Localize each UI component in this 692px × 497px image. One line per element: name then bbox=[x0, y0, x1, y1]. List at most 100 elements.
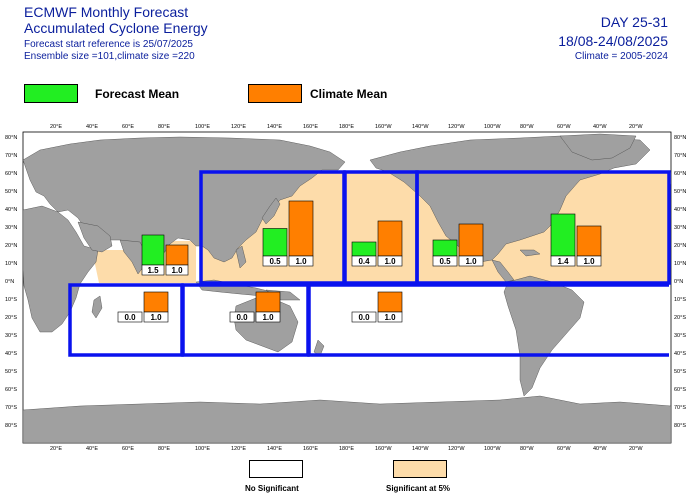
lat-label-left: 60°S bbox=[5, 387, 17, 393]
lat-label-right: 30°N bbox=[674, 225, 687, 231]
lon-label-bottom: 140°E bbox=[267, 446, 283, 452]
lon-label-bottom: 100°E bbox=[195, 446, 211, 452]
no-significant-label: No Significant bbox=[245, 484, 299, 493]
lat-label-left: 50°N bbox=[5, 189, 18, 195]
lat-label-right: 70°S bbox=[674, 405, 686, 411]
climate-value-label: 1.0 bbox=[150, 313, 162, 322]
south-america-land bbox=[503, 275, 585, 397]
lon-label-bottom: 180°E bbox=[339, 446, 355, 452]
forecast-legend-swatch bbox=[24, 84, 78, 103]
forecast-value-label: 0.0 bbox=[236, 313, 248, 322]
forecast-value-box bbox=[351, 311, 377, 323]
forecast-value-label: 0.5 bbox=[439, 257, 451, 266]
lat-label-right: 60°S bbox=[674, 387, 686, 393]
lon-label-bottom: 60°W bbox=[557, 446, 571, 452]
greenland-land bbox=[559, 133, 637, 161]
lat-label-right: 10°N bbox=[674, 261, 687, 267]
forecast-bar bbox=[550, 213, 576, 257]
lon-label-top: 40°E bbox=[86, 124, 98, 130]
lat-label-left: 40°N bbox=[5, 207, 18, 213]
forecast-value-label: 1.4 bbox=[557, 257, 569, 266]
lat-label-left: 70°S bbox=[5, 405, 17, 411]
title-line-1: ECMWF Monthly Forecast bbox=[24, 4, 189, 20]
climate-legend-label: Climate Mean bbox=[310, 87, 388, 101]
land-masses bbox=[22, 133, 672, 444]
basin-borders bbox=[68, 170, 671, 357]
forecast-value-box bbox=[117, 311, 143, 323]
lat-label-right: 80°S bbox=[674, 423, 686, 429]
forecast-value-label: 0.5 bbox=[269, 257, 281, 266]
climate-value-label: 1.0 bbox=[583, 257, 595, 266]
lat-label-left: 80°N bbox=[5, 135, 18, 141]
lat-label-right: 30°S bbox=[674, 333, 686, 339]
bars-layer: 1.5 1.0 0.5 1.0 0.4 1.0 0.5 1.0 1.4 1.0 0.0 1.0 0.0 1… bbox=[117, 200, 602, 323]
climate-bar bbox=[288, 200, 314, 257]
lat-label-right: 80°N bbox=[674, 135, 687, 141]
day-range-text: DAY 25-31 bbox=[600, 14, 668, 30]
madagascar-land bbox=[91, 295, 103, 319]
lon-label-bottom: 80°E bbox=[158, 446, 170, 452]
lat-label-left: 0°N bbox=[5, 279, 15, 285]
lon-label-bottom: 80°W bbox=[520, 446, 534, 452]
arabia-land bbox=[77, 221, 113, 253]
lat-label-right: 0°N bbox=[674, 279, 684, 285]
lon-label-bottom: 60°E bbox=[122, 446, 134, 452]
lat-label-right: 50°S bbox=[674, 369, 686, 375]
antarctica-land bbox=[22, 395, 672, 444]
lon-label-bottom: 20°E bbox=[50, 446, 62, 452]
lat-label-right: 10°S bbox=[674, 297, 686, 303]
caribbean-land bbox=[519, 249, 541, 257]
forecast-value-box bbox=[351, 255, 377, 267]
lon-label-top: 120°E bbox=[231, 124, 247, 130]
lat-label-left: 20°N bbox=[5, 243, 18, 249]
climate-bar bbox=[377, 220, 403, 257]
significant-swatch bbox=[393, 460, 447, 478]
forecast-bar bbox=[141, 234, 165, 266]
lat-label-right: 60°N bbox=[674, 171, 687, 177]
climate-value-box bbox=[576, 255, 602, 267]
lon-label-top: 80°W bbox=[520, 124, 534, 130]
lon-label-top: 160°W bbox=[375, 124, 392, 130]
climate-bar bbox=[255, 291, 281, 313]
forecast-bar bbox=[262, 228, 288, 257]
lon-label-top: 20°E bbox=[50, 124, 62, 130]
climate-period-text: Climate = 2005-2024 bbox=[574, 51, 668, 62]
climate-bar bbox=[165, 244, 189, 266]
forecast-value-label: 1.5 bbox=[147, 266, 159, 275]
lon-label-top: 40°W bbox=[593, 124, 607, 130]
lon-label-top: 120°W bbox=[448, 124, 465, 130]
lon-label-bottom: 100°W bbox=[484, 446, 501, 452]
lon-label-top: 60°W bbox=[557, 124, 571, 130]
forecast-value-box bbox=[262, 255, 288, 267]
forecast-value-box bbox=[141, 264, 165, 276]
forecast-value-label: 0.0 bbox=[358, 313, 370, 322]
enp-atl-border bbox=[415, 170, 671, 285]
date-range-text: 18/08-24/08/2025 bbox=[558, 33, 668, 49]
forecast-legend-label: Forecast Mean bbox=[95, 87, 180, 101]
lat-label-left: 20°S bbox=[5, 315, 17, 321]
lat-label-right: 40°S bbox=[674, 351, 686, 357]
climate-value-box bbox=[288, 255, 314, 267]
no-significant-swatch bbox=[249, 460, 303, 478]
forecast-bar bbox=[351, 241, 377, 257]
forecast-value-box bbox=[550, 255, 576, 267]
climate-value-box bbox=[165, 264, 189, 276]
climate-value-box bbox=[255, 311, 281, 323]
forecast-value-label: 0.0 bbox=[124, 313, 136, 322]
climate-bar bbox=[458, 223, 484, 257]
lon-label-top: 180°E bbox=[339, 124, 355, 130]
lon-label-top: 100°W bbox=[484, 124, 501, 130]
forecast-value-box bbox=[432, 255, 458, 267]
title-line-2: Accumulated Cyclone Energy bbox=[24, 20, 208, 36]
lon-label-bottom: 140°W bbox=[412, 446, 429, 452]
forecast-bar bbox=[432, 239, 458, 257]
india-land bbox=[119, 239, 147, 275]
climate-value-label: 1.0 bbox=[262, 313, 274, 322]
lat-label-left: 30°S bbox=[5, 333, 17, 339]
lat-label-left: 60°N bbox=[5, 171, 18, 177]
lat-label-right: 50°N bbox=[674, 189, 687, 195]
lon-label-top: 140°E bbox=[267, 124, 283, 130]
lon-label-bottom: 40°W bbox=[593, 446, 607, 452]
significant-label: Significant at 5% bbox=[386, 484, 451, 493]
